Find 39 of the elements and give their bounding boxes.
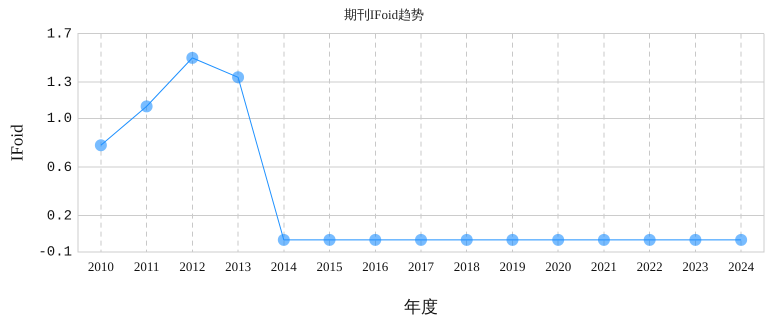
point	[598, 234, 610, 246]
point	[735, 234, 748, 246]
point	[415, 234, 428, 246]
y-axis-title: IFoid	[8, 124, 27, 162]
x-tick-label: 2020	[545, 259, 572, 274]
x-tick-label: 2012	[179, 259, 206, 274]
x-tick-label: 2014	[270, 259, 298, 274]
point	[644, 234, 656, 246]
y-tick-label: 1.3	[46, 74, 72, 91]
x-tick-label: 2017	[408, 259, 435, 274]
x-tick-label: 2016	[362, 259, 389, 274]
x-tick-label: 2021	[590, 259, 617, 274]
x-tick-label: 2015	[316, 259, 343, 274]
x-tick-label: 2010	[88, 259, 114, 274]
x-tick-label: 2022	[636, 259, 663, 274]
point	[369, 234, 382, 246]
point	[460, 234, 473, 246]
point	[552, 234, 564, 246]
x-tick-label: 2023	[682, 259, 708, 274]
chart-title: 期刊IFoid趋势	[344, 7, 424, 22]
y-tick-label: 1.0	[46, 111, 72, 128]
y-tick-label: 0.2	[46, 208, 72, 224]
point	[278, 234, 290, 246]
x-tick-label: 2024	[728, 259, 755, 274]
y-tick-label: 1.7	[46, 26, 72, 42]
x-tick-label: 2019	[499, 259, 526, 274]
point	[689, 234, 702, 246]
x-tick-label: 2018	[454, 259, 480, 274]
x-tick-label: 2011	[134, 259, 160, 274]
x-tick-label: 2013	[225, 259, 252, 274]
point	[140, 100, 153, 112]
y-tick-label: 0.6	[46, 160, 72, 176]
point	[94, 139, 107, 152]
y-tick-label: -0.1	[38, 244, 72, 261]
point	[232, 71, 244, 84]
point	[506, 234, 518, 246]
x-axis-title: 年度	[404, 297, 438, 316]
point	[186, 52, 198, 64]
point	[324, 234, 336, 246]
